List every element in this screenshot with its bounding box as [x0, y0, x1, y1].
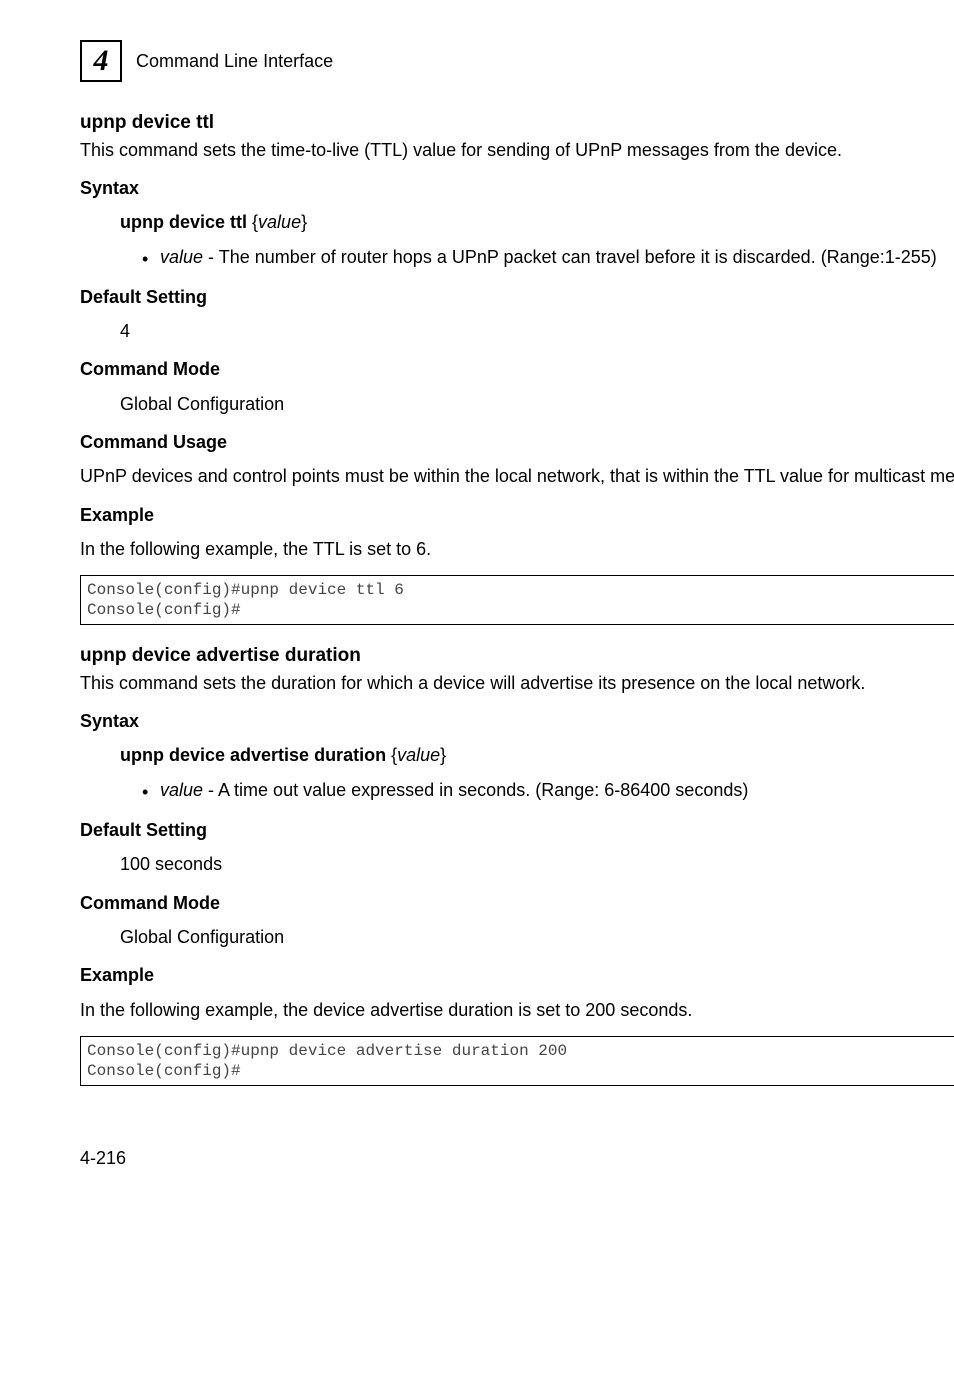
mode-value: Global Configuration: [120, 392, 954, 416]
section-intro-2: This command sets the duration for which…: [80, 671, 954, 695]
code-block: Console(config)#upnp device ttl 6 Consol…: [80, 575, 954, 625]
example-intro-2: In the following example, the device adv…: [80, 998, 954, 1022]
syntax-label: Syntax: [80, 176, 954, 200]
syntax-label-2: Syntax: [80, 709, 954, 733]
page-number: 4-216: [80, 1146, 954, 1170]
mode-label: Command Mode: [80, 357, 954, 381]
syntax-bullet-2: • value - A time out value expressed in …: [142, 778, 954, 804]
bullet-desc: - The number of router hops a UPnP packe…: [203, 247, 937, 267]
bullet-icon-2: •: [142, 778, 160, 804]
syntax-line-2: upnp device advertise duration {value}: [120, 743, 954, 767]
brace-close: }: [301, 212, 307, 232]
syntax-arg-2: value: [397, 745, 440, 765]
usage-text: UPnP devices and control points must be …: [80, 464, 954, 488]
bullet-text-2: value - A time out value expressed in se…: [160, 778, 954, 802]
bullet-icon: •: [142, 245, 160, 271]
syntax-line: upnp device ttl {value}: [120, 210, 954, 234]
usage-label: Command Usage: [80, 430, 954, 454]
default-value: 4: [120, 319, 954, 343]
example-intro: In the following example, the TTL is set…: [80, 537, 954, 561]
default-label-2: Default Setting: [80, 818, 954, 842]
syntax-command: upnp device ttl: [120, 212, 247, 232]
bullet-term: value: [160, 247, 203, 267]
section-heading-advertise: upnp device advertise duration: [80, 643, 954, 669]
bullet-text: value - The number of router hops a UPnP…: [160, 245, 954, 269]
mode-label-2: Command Mode: [80, 891, 954, 915]
bullet-desc-2: - A time out value expressed in seconds.…: [203, 780, 748, 800]
mode-value-2: Global Configuration: [120, 925, 954, 949]
example-label-2: Example: [80, 963, 954, 987]
page-header: 4 Command Line Interface: [80, 40, 954, 82]
section-heading-ttl: upnp device ttl: [80, 110, 954, 136]
section-intro: This command sets the time-to-live (TTL)…: [80, 138, 954, 162]
default-label: Default Setting: [80, 285, 954, 309]
brace-close-2: }: [440, 745, 446, 765]
code-block-2: Console(config)#upnp device advertise du…: [80, 1036, 954, 1086]
chapter-number: 4: [94, 41, 109, 82]
example-label: Example: [80, 503, 954, 527]
running-title: Command Line Interface: [136, 49, 333, 73]
syntax-arg: value: [258, 212, 301, 232]
bullet-term-2: value: [160, 780, 203, 800]
chapter-number-box: 4: [80, 40, 122, 82]
syntax-bullet: • value - The number of router hops a UP…: [142, 245, 954, 271]
default-value-2: 100 seconds: [120, 852, 954, 876]
syntax-command-2: upnp device advertise duration: [120, 745, 386, 765]
